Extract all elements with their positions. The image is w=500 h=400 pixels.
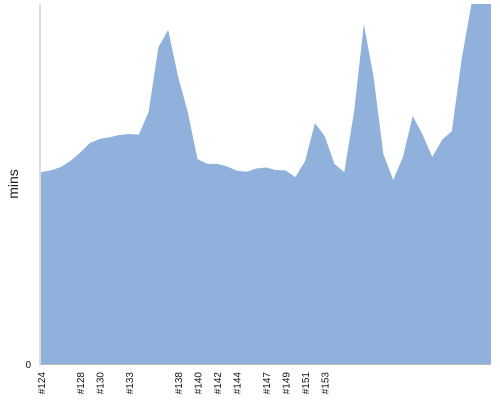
series-area	[41, 4, 491, 364]
x-tick-labels: #124 #128 #130 #133 #138 #140 #142 #144 #147 #149…	[37, 372, 332, 395]
x-tick-label: #138	[174, 372, 185, 395]
plot-area	[41, 4, 491, 364]
x-tick-label: #142	[213, 372, 224, 395]
x-tick-label: #153	[321, 372, 332, 395]
x-tick-label: #130	[96, 372, 107, 395]
y-axis-label: mins	[5, 169, 21, 199]
x-tick-label: #147	[262, 372, 273, 395]
x-tick-label: #124	[37, 372, 48, 395]
x-tick-label: #149	[282, 372, 293, 395]
x-tick-label: #140	[194, 372, 205, 395]
x-tick-label: #144	[233, 372, 244, 395]
x-tick-label: #151	[301, 372, 312, 395]
y-tick-label: 0	[25, 360, 31, 371]
x-tick-label: #133	[125, 372, 136, 395]
x-tick-label: #128	[76, 372, 87, 395]
